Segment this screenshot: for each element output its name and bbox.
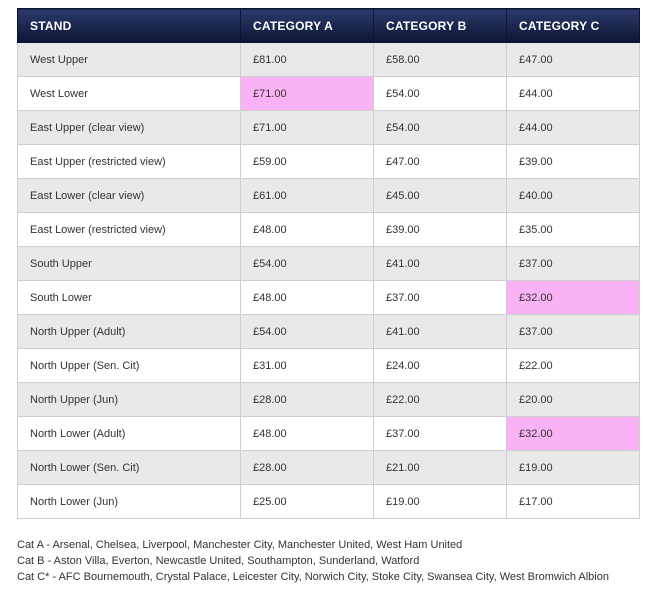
category-b-cell: £54.00 — [373, 76, 507, 111]
header-category-a: CATEGORY A — [240, 8, 374, 43]
table-row: North Lower (Sen. Cit) £28.00 £21.00 £19.00 — [17, 450, 640, 485]
table-row: North Upper (Jun) £28.00 £22.00 £20.00 — [17, 382, 640, 417]
category-c-cell: £47.00 — [506, 42, 640, 77]
category-b-cell: £21.00 — [373, 450, 507, 485]
category-b-cell: £45.00 — [373, 178, 507, 213]
category-c-cell: £35.00 — [506, 212, 640, 247]
stand-cell: North Upper (Sen. Cit) — [17, 348, 241, 383]
category-c-cell: £44.00 — [506, 110, 640, 145]
table-body: West Upper £81.00 £58.00 £47.00 West Lower £7… — [17, 42, 640, 519]
stand-cell: North Upper (Adult) — [17, 314, 241, 349]
category-a-cell: £71.00 — [240, 76, 374, 111]
category-a-cell: £25.00 — [240, 484, 374, 519]
category-b-cell: £47.00 — [373, 144, 507, 179]
footnote-cat-b: Cat B - Aston Villa, Everton, Newcastle … — [17, 555, 420, 567]
table-row: West Upper £81.00 £58.00 £47.00 — [17, 42, 640, 77]
header-row: STAND CATEGORY A CATEGORY B CATEGORY C — [17, 8, 640, 43]
table-row: East Lower (restricted view) £48.00 £39.00… — [17, 212, 640, 247]
category-a-cell: £71.00 — [240, 110, 374, 145]
stand-cell: West Upper — [17, 42, 241, 77]
ticket-price-table: STAND CATEGORY A CATEGORY B CATEGORY C W… — [17, 8, 640, 519]
stand-cell: South Upper — [17, 246, 241, 281]
category-c-cell: £32.00 — [506, 280, 640, 315]
category-b-cell: £37.00 — [373, 280, 507, 315]
category-b-cell: £39.00 — [373, 212, 507, 247]
category-b-cell: £54.00 — [373, 110, 507, 145]
category-footnotes: Cat A - Arsenal, Chelsea, Liverpool, Man… — [17, 537, 627, 585]
category-c-cell: £19.00 — [506, 450, 640, 485]
stand-cell: East Lower (restricted view) — [17, 212, 241, 247]
category-a-cell: £28.00 — [240, 450, 374, 485]
stand-cell: North Lower (Jun) — [17, 484, 241, 519]
stand-cell: East Upper (clear view) — [17, 110, 241, 145]
header-category-b: CATEGORY B — [373, 8, 507, 43]
table-row: North Lower (Adult) £48.00 £37.00 £32.00 — [17, 416, 640, 451]
category-c-cell: £37.00 — [506, 314, 640, 349]
category-b-cell: £22.00 — [373, 382, 507, 417]
category-c-cell: £40.00 — [506, 178, 640, 213]
table-row: North Upper (Adult) £54.00 £41.00 £37.00 — [17, 314, 640, 349]
footnote-cat-c: Cat C* - AFC Bournemouth, Crystal Palace… — [17, 571, 609, 583]
stand-cell: North Lower (Sen. Cit) — [17, 450, 241, 485]
category-a-cell: £54.00 — [240, 314, 374, 349]
table-row: East Upper (clear view) £71.00 £54.00 £44.0… — [17, 110, 640, 145]
category-a-cell: £59.00 — [240, 144, 374, 179]
table-row: South Upper £54.00 £41.00 £37.00 — [17, 246, 640, 281]
table-row: West Lower £71.00 £54.00 £44.00 — [17, 76, 640, 111]
category-a-cell: £61.00 — [240, 178, 374, 213]
category-c-cell: £22.00 — [506, 348, 640, 383]
category-c-cell: £39.00 — [506, 144, 640, 179]
stand-cell: North Upper (Jun) — [17, 382, 241, 417]
stand-cell: West Lower — [17, 76, 241, 111]
category-b-cell: £24.00 — [373, 348, 507, 383]
category-c-cell: £44.00 — [506, 76, 640, 111]
category-a-cell: £28.00 — [240, 382, 374, 417]
category-b-cell: £41.00 — [373, 246, 507, 281]
table-header: STAND CATEGORY A CATEGORY B CATEGORY C — [17, 8, 640, 43]
category-a-cell: £31.00 — [240, 348, 374, 383]
header-category-c: CATEGORY C — [506, 8, 640, 43]
table-row: North Lower (Jun) £25.00 £19.00 £17.00 — [17, 484, 640, 519]
category-a-cell: £48.00 — [240, 212, 374, 247]
category-a-cell: £48.00 — [240, 416, 374, 451]
stand-cell: East Upper (restricted view) — [17, 144, 241, 179]
category-c-cell: £32.00 — [506, 416, 640, 451]
table-row: East Upper (restricted view) £59.00 £47.00… — [17, 144, 640, 179]
category-b-cell: £58.00 — [373, 42, 507, 77]
table-row: South Lower £48.00 £37.00 £32.00 — [17, 280, 640, 315]
category-c-cell: £20.00 — [506, 382, 640, 417]
category-b-cell: £37.00 — [373, 416, 507, 451]
category-a-cell: £81.00 — [240, 42, 374, 77]
footnote-cat-a: Cat A - Arsenal, Chelsea, Liverpool, Man… — [17, 539, 463, 551]
category-b-cell: £41.00 — [373, 314, 507, 349]
table-row: North Upper (Sen. Cit) £31.00 £24.00 £22.00 — [17, 348, 640, 383]
category-c-cell: £37.00 — [506, 246, 640, 281]
stand-cell: North Lower (Adult) — [17, 416, 241, 451]
category-a-cell: £54.00 — [240, 246, 374, 281]
stand-cell: South Lower — [17, 280, 241, 315]
stand-cell: East Lower (clear view) — [17, 178, 241, 213]
category-a-cell: £48.00 — [240, 280, 374, 315]
table-row: East Lower (clear view) £61.00 £45.00 £40.0… — [17, 178, 640, 213]
header-stand: STAND — [17, 8, 241, 43]
category-c-cell: £17.00 — [506, 484, 640, 519]
category-b-cell: £19.00 — [373, 484, 507, 519]
